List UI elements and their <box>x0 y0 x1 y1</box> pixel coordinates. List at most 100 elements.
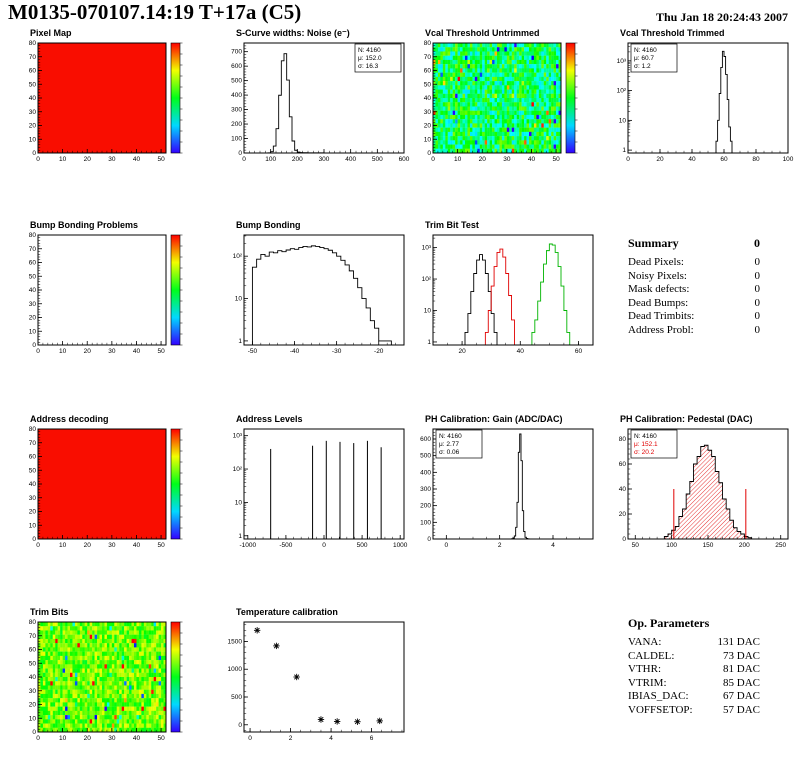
op-parameter-row: VTHR: 81 DAC <box>628 663 760 675</box>
svg-text:40: 40 <box>133 735 141 742</box>
svg-text:20: 20 <box>619 511 627 518</box>
svg-text:50: 50 <box>424 81 432 88</box>
chart-title: Vcal Threshold Untrimmed <box>425 28 540 38</box>
svg-text:2: 2 <box>498 542 502 549</box>
svg-text:1: 1 <box>622 147 626 154</box>
svg-text:0: 0 <box>32 150 36 157</box>
chart-title: Bump Bonding <box>236 220 301 230</box>
svg-text:150: 150 <box>703 542 714 549</box>
svg-text:30: 30 <box>503 156 511 163</box>
summary-row: Dead Bumps: 0 <box>628 296 760 309</box>
svg-text:0: 0 <box>242 156 246 163</box>
svg-text:1: 1 <box>427 339 431 346</box>
op-parameters-title: Op. Parameters <box>628 616 710 630</box>
svg-text:2: 2 <box>289 735 293 742</box>
svg-text:-500: -500 <box>279 542 292 549</box>
svg-text:500: 500 <box>231 694 242 701</box>
svg-text:50: 50 <box>157 348 165 355</box>
svg-text:0: 0 <box>32 536 36 543</box>
svg-text:10: 10 <box>619 117 627 124</box>
summary-title: Summary <box>628 236 679 250</box>
chart-title: Trim Bit Test <box>425 220 479 230</box>
svg-text:30: 30 <box>108 542 116 549</box>
svg-text:80: 80 <box>752 156 760 163</box>
svg-text:30: 30 <box>29 495 37 502</box>
svg-text:80: 80 <box>29 426 37 433</box>
svg-text:50: 50 <box>29 81 37 88</box>
svg-text:50: 50 <box>157 156 165 163</box>
svg-text:μ: 60.7: μ: 60.7 <box>634 55 654 62</box>
svg-text:30: 30 <box>29 688 37 695</box>
panel-vcal-untrimmed: Vcal Threshold Untrimmed 0 10 20 30 40 50 0 10 2… <box>405 28 605 171</box>
svg-text:100: 100 <box>666 542 677 549</box>
svg-text:10: 10 <box>29 522 37 529</box>
svg-text:80: 80 <box>619 436 627 443</box>
svg-text:1: 1 <box>238 533 242 540</box>
svg-text:40: 40 <box>133 348 141 355</box>
svg-text:10²: 10² <box>422 276 432 283</box>
svg-text:10³: 10³ <box>617 58 627 65</box>
svg-text:μ: 152.1: μ: 152.1 <box>634 441 658 448</box>
svg-text:-1000: -1000 <box>239 542 256 549</box>
pixel-map-plot: 0 10 20 30 40 50 0 10 20 30 40 50 60 70 80 <box>29 40 183 163</box>
svg-text:0: 0 <box>427 536 431 543</box>
svg-text:50: 50 <box>29 273 37 280</box>
svg-text:0: 0 <box>238 150 242 157</box>
svg-text:30: 30 <box>108 735 116 742</box>
svg-text:40: 40 <box>517 348 525 355</box>
svg-text:400: 400 <box>231 92 242 99</box>
svg-text:30: 30 <box>108 156 116 163</box>
svg-text:0: 0 <box>427 150 431 157</box>
svg-text:400: 400 <box>345 156 356 163</box>
svg-text:500: 500 <box>231 78 242 85</box>
bump-bonding-problems-plot: 0 10 20 30 40 50 0 10 20 30 40 50 60 70 80 <box>29 232 183 355</box>
svg-text:40: 40 <box>688 156 696 163</box>
svg-text:60: 60 <box>619 461 627 468</box>
svg-text:300: 300 <box>420 486 431 493</box>
address-levels-plot: -1000 -500 0 500 1000 1 10 10² 10³ <box>233 428 408 549</box>
svg-text:10: 10 <box>59 542 67 549</box>
svg-text:70: 70 <box>424 54 432 61</box>
svg-text:400: 400 <box>420 469 431 476</box>
svg-text:20: 20 <box>84 735 92 742</box>
op-parameter-row: VANA: 131 DAC <box>628 636 760 648</box>
svg-text:60: 60 <box>424 68 432 75</box>
svg-text:40: 40 <box>29 95 37 102</box>
panel-scurve-noise: S-Curve widths: Noise (e⁻) 0 100 200 300 400… <box>216 28 416 171</box>
svg-text:20: 20 <box>29 315 37 322</box>
panel-address-levels: Address Levels -1000 -500 0 500 1000 1 10 10² 10… <box>216 414 416 557</box>
svg-text:1000: 1000 <box>228 666 243 673</box>
svg-text:500: 500 <box>420 453 431 460</box>
panel-vcal-trimmed: Vcal Threshold Trimmed 0 20 40 60 80 100 1 10 10… <box>600 28 796 171</box>
svg-text:10²: 10² <box>617 88 627 95</box>
svg-text:50: 50 <box>157 542 165 549</box>
panel-trim-bits: Trim Bits 0 10 20 30 40 50 0 10 20 30 40 50 60 70 80 <box>10 607 210 750</box>
svg-text:-50: -50 <box>248 348 258 355</box>
svg-text:1: 1 <box>238 338 242 345</box>
svg-text:40: 40 <box>29 287 37 294</box>
svg-text:20: 20 <box>84 348 92 355</box>
svg-text:10: 10 <box>424 307 432 314</box>
panel-temperature-calibration: Temperature calibration 0 2 4 6 0 500 1000 1500 <box>216 607 416 750</box>
svg-text:10: 10 <box>235 296 243 303</box>
svg-text:0: 0 <box>431 156 435 163</box>
panel-address-decoding: Address decoding 0 10 20 30 40 50 0 10 20 30 40 50 6… <box>10 414 210 557</box>
svg-text:10³: 10³ <box>422 245 432 252</box>
svg-text:600: 600 <box>399 156 410 163</box>
chart-title: Vcal Threshold Trimmed <box>620 28 725 38</box>
svg-text:600: 600 <box>231 63 242 70</box>
summary-total: 0 <box>754 236 760 250</box>
panel-bump-bonding-problems: Bump Bonding Problems 0 10 20 30 40 50 0 10 20 30… <box>10 220 210 363</box>
svg-text:50: 50 <box>632 542 640 549</box>
svg-text:60: 60 <box>29 647 37 654</box>
svg-text:σ: 20.2: σ: 20.2 <box>634 449 655 456</box>
panel-ph-pedestal: PH Calibration: Pedestal (DAC) 50 100 150 2… <box>600 414 796 557</box>
svg-text:700: 700 <box>231 49 242 56</box>
svg-text:600: 600 <box>420 436 431 443</box>
svg-text:0: 0 <box>36 348 40 355</box>
svg-text:10: 10 <box>454 156 462 163</box>
svg-text:60: 60 <box>29 454 37 461</box>
svg-text:10: 10 <box>59 156 67 163</box>
svg-text:0: 0 <box>32 342 36 349</box>
